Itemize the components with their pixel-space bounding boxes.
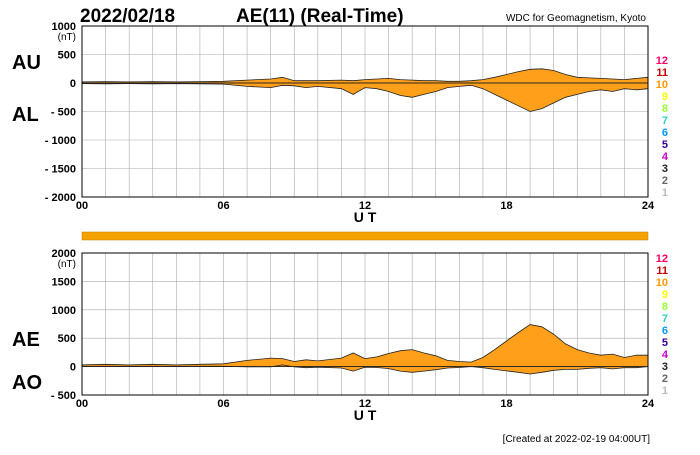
y-tick-label: - 1000	[45, 135, 76, 147]
series-label-au: AU	[12, 52, 41, 74]
station-count-label: 11	[656, 67, 668, 79]
y-tick-label: 500	[58, 333, 76, 345]
station-count-label: 7	[662, 313, 668, 325]
series-label-ae: AE	[12, 329, 40, 351]
x-tick-label: 00	[76, 200, 88, 212]
station-count-label: 4	[662, 349, 669, 361]
y-tick-label: 1000	[52, 21, 76, 33]
y-unit-label: (nT)	[58, 32, 76, 43]
station-count-label: 11	[656, 265, 668, 277]
station-count-label: 6	[662, 127, 668, 139]
series-area-au	[81, 68, 649, 84]
x-tick-label: 06	[217, 200, 229, 212]
series-label-al: AL	[12, 104, 39, 126]
station-count-label: 8	[662, 301, 668, 313]
y-tick-label: 500	[58, 50, 76, 62]
station-count-label: 10	[656, 277, 668, 289]
y-tick-label: 1000	[52, 305, 76, 317]
y-tick-label: 0	[70, 78, 76, 90]
station-count-label: 3	[662, 361, 668, 373]
y-tick-label: 1500	[52, 276, 76, 288]
x-tick-label: 24	[642, 398, 655, 410]
x-axis-label: U T	[354, 407, 377, 423]
station-count-label: 10	[656, 79, 668, 91]
station-count-label: 9	[662, 91, 668, 103]
created-timestamp: [Created at 2022-02-19 04:00UT]	[503, 434, 651, 445]
chart-source: WDC for Geomagnetism, Kyoto	[506, 13, 646, 24]
station-count-label: 1	[662, 385, 668, 397]
plot-frame	[81, 252, 649, 396]
plot-frame	[81, 25, 649, 198]
y-tick-label: 0	[70, 362, 76, 374]
x-tick-label: 00	[76, 398, 88, 410]
x-tick-label: 12	[359, 398, 371, 410]
x-axis-label: U T	[354, 209, 377, 225]
y-tick-label: - 500	[51, 107, 76, 119]
station-count-label: 3	[662, 163, 668, 175]
station-count-label: 12	[656, 253, 668, 265]
x-tick-label: 24	[642, 200, 655, 212]
y-unit-label: (nT)	[58, 259, 76, 270]
au-al-panel: 1000 500 0 - 500 - 1000 - 1500 - 2000 (nT) 00 06 1…	[12, 21, 669, 225]
series-area-al	[81, 82, 649, 112]
station-count-label: 8	[662, 103, 668, 115]
station-count-label: 2	[662, 373, 668, 385]
y-tick-label: - 1500	[45, 164, 76, 176]
station-count-label: 2	[662, 175, 668, 187]
x-tick-label: 18	[500, 398, 512, 410]
series-area-ae	[81, 324, 649, 367]
y-tick-label: - 2000	[45, 192, 76, 204]
station-count-label: 12	[656, 55, 668, 67]
station-count-label: 7	[662, 115, 668, 127]
station-count-label: 5	[662, 139, 668, 151]
station-count-label: 9	[662, 289, 668, 301]
y-tick-label: - 500	[51, 390, 76, 402]
x-tick-label: 18	[500, 200, 512, 212]
chart-date: 2022/02/18	[80, 6, 175, 27]
x-tick-label: 06	[217, 398, 229, 410]
station-count-label: 1	[662, 187, 668, 199]
y-tick-label: 2000	[52, 248, 76, 260]
x-tick-label: 12	[359, 200, 371, 212]
station-count-label: 4	[662, 151, 669, 163]
data-availability-bar	[81, 231, 649, 241]
chart-title: AE(11) (Real-Time)	[236, 6, 404, 27]
station-count-label: 6	[662, 325, 668, 337]
station-count-label: 5	[662, 337, 668, 349]
series-label-ao: AO	[12, 372, 42, 394]
